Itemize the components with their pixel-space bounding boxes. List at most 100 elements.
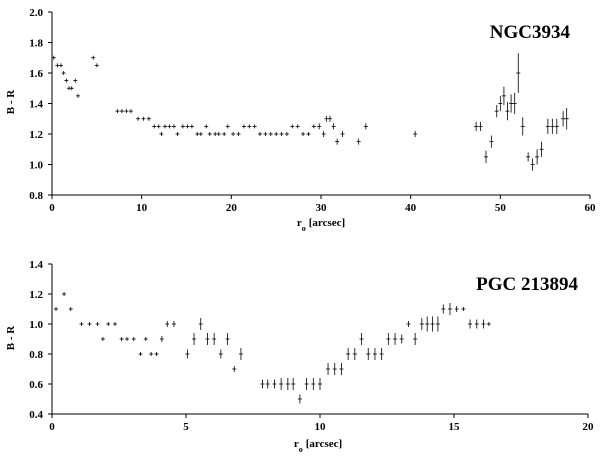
data-point xyxy=(268,132,273,136)
data-point xyxy=(198,318,203,330)
data-point xyxy=(68,307,73,311)
data-point xyxy=(413,333,418,345)
y-tick-label: 1.0 xyxy=(29,160,43,172)
data-point xyxy=(64,78,69,83)
data-point xyxy=(119,109,124,114)
x-tick-label: 50 xyxy=(495,202,507,214)
data-point xyxy=(91,55,96,60)
data-point xyxy=(136,116,141,121)
data-point xyxy=(413,130,418,138)
data-point xyxy=(167,124,172,129)
data-point xyxy=(530,158,535,171)
data-point xyxy=(454,306,459,312)
data-point xyxy=(152,124,157,129)
x-tick-label: 40 xyxy=(405,202,417,214)
data-point xyxy=(359,333,364,345)
data-point xyxy=(498,95,503,112)
data-point xyxy=(474,121,479,131)
data-point xyxy=(241,124,246,129)
data-point xyxy=(175,132,180,136)
data-point xyxy=(331,123,336,130)
data-point xyxy=(131,337,136,341)
data-point xyxy=(311,124,316,129)
data-point xyxy=(419,318,424,330)
y-tick-label: 0.6 xyxy=(29,379,43,391)
data-point xyxy=(285,378,290,390)
data-point xyxy=(291,378,296,390)
data-point xyxy=(425,316,430,332)
data-point xyxy=(162,124,167,129)
data-point xyxy=(520,117,525,136)
data-point xyxy=(379,348,384,360)
data-point xyxy=(274,132,279,136)
chart-panel-pgc213894: PGC 213894 B - R ro [arcsec] 0 5 10 15 20 0.4 0… xyxy=(5,259,594,454)
data-point xyxy=(474,319,479,329)
data-point xyxy=(232,366,237,372)
x-axis-label-subscript: o xyxy=(299,445,303,454)
y-tick-label: 1.6 xyxy=(29,68,43,80)
data-point xyxy=(218,349,223,359)
data-point xyxy=(125,337,130,341)
x-tick-label: 15 xyxy=(449,421,461,433)
chart-panel-ngc3934: NGC3934 B - R ro [arcsec] 0 10 20 30 40 50 60 0.… xyxy=(5,7,596,233)
data-point xyxy=(171,321,176,327)
data-point xyxy=(247,124,252,129)
data-point xyxy=(327,115,332,122)
data-point xyxy=(154,352,159,356)
data-point xyxy=(146,116,151,121)
data-point xyxy=(301,132,306,136)
data-point xyxy=(550,118,555,134)
data-point xyxy=(76,93,81,98)
x-tick-label: 10 xyxy=(136,202,148,214)
data-point xyxy=(297,394,302,404)
data-point xyxy=(366,348,371,360)
data-point xyxy=(159,132,164,136)
x-tick-label: 0 xyxy=(49,202,55,214)
data-point xyxy=(272,379,277,389)
data-point xyxy=(236,132,241,136)
y-axis-label: B - R xyxy=(5,89,17,115)
x-axis-label-subscript: o xyxy=(302,224,306,233)
data-point xyxy=(185,349,190,359)
data-point xyxy=(204,124,209,129)
data-point xyxy=(295,124,300,129)
data-point xyxy=(526,152,531,162)
data-point xyxy=(535,149,540,165)
data-point xyxy=(494,105,499,118)
data-point xyxy=(306,132,311,136)
data-point xyxy=(198,132,203,136)
data-point xyxy=(279,378,284,390)
x-axis-label-unit: [arcsec] xyxy=(309,217,345,229)
data-point xyxy=(62,292,67,296)
data-point xyxy=(406,321,411,327)
data-point xyxy=(290,124,295,129)
data-point xyxy=(231,132,236,136)
data-point xyxy=(180,124,185,129)
data-point xyxy=(512,92,517,115)
data-point xyxy=(486,322,491,326)
y-axis-label: B - R xyxy=(5,325,17,351)
data-point xyxy=(216,132,221,136)
y-tick-label: 1.8 xyxy=(29,38,43,50)
data-point xyxy=(335,138,340,145)
data-point xyxy=(100,337,105,341)
data-point xyxy=(441,304,446,314)
data-point xyxy=(372,348,377,360)
data-point xyxy=(332,363,337,375)
data-point xyxy=(149,352,154,356)
data-point xyxy=(478,121,483,131)
data-point xyxy=(156,124,161,129)
data-point xyxy=(304,378,309,390)
data-point xyxy=(356,138,361,145)
data-point xyxy=(165,321,170,327)
x-tick-label: 5 xyxy=(183,421,189,433)
x-axis-label: ro [arcsec] xyxy=(297,217,345,233)
data-point xyxy=(386,333,391,345)
y-tick-label: 0.8 xyxy=(29,349,43,361)
data-point xyxy=(185,124,190,129)
data-point xyxy=(363,123,368,130)
data-point xyxy=(138,352,143,356)
data-point xyxy=(483,150,488,163)
x-axis-label-symbol: r xyxy=(297,217,302,229)
x-axis-label: ro [arcsec] xyxy=(294,438,342,454)
